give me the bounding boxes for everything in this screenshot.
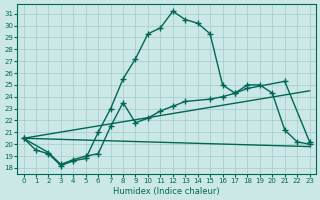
X-axis label: Humidex (Indice chaleur): Humidex (Indice chaleur) <box>113 187 220 196</box>
